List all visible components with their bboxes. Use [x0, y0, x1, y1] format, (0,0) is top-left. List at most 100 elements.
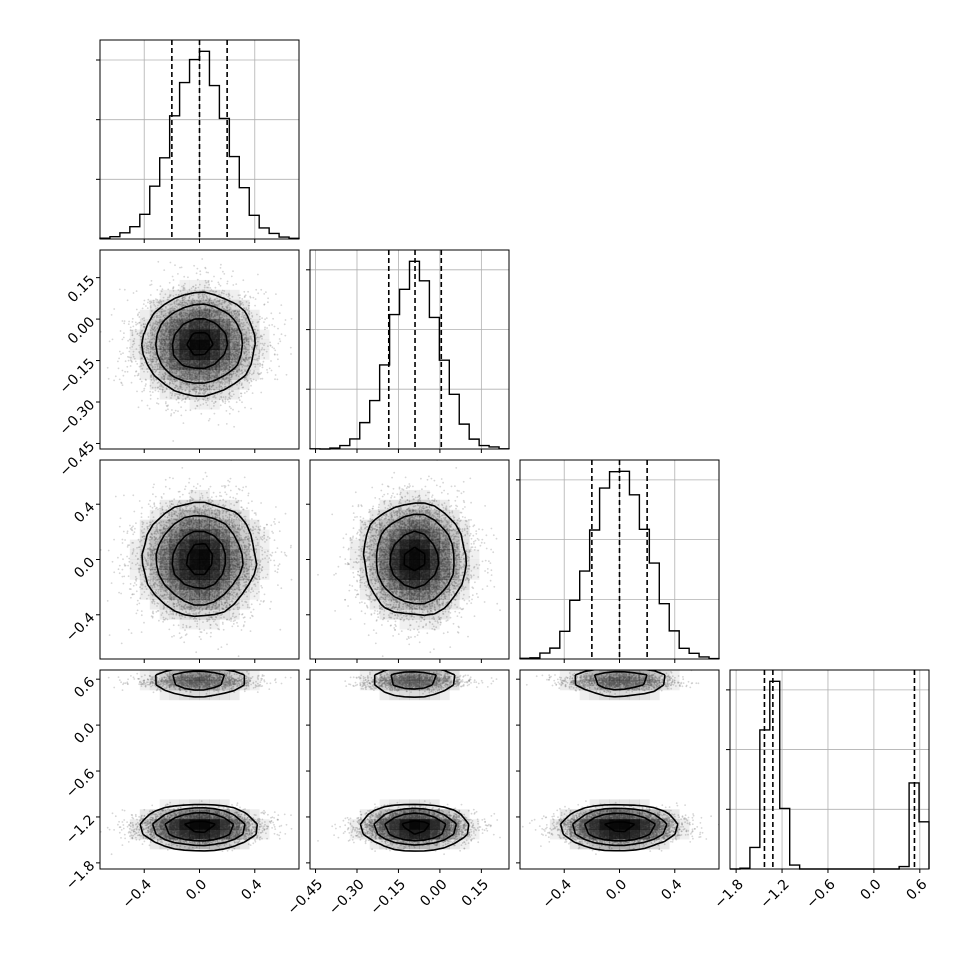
sample-point	[269, 341, 271, 344]
sample-point	[197, 376, 199, 379]
sample-point	[290, 317, 293, 320]
sample-point	[165, 344, 168, 347]
sample-point	[169, 327, 171, 329]
sample-point	[213, 303, 216, 305]
sample-point	[174, 317, 177, 319]
sample-point	[170, 310, 172, 313]
sample-point	[128, 320, 131, 323]
sample-point	[170, 376, 173, 378]
sample-point	[127, 339, 129, 342]
sample-point	[211, 310, 214, 313]
sample-point	[196, 313, 198, 316]
sample-point	[236, 331, 239, 334]
sample-point	[176, 368, 179, 371]
sample-point	[226, 280, 229, 283]
sample-point	[107, 377, 110, 380]
sample-point	[193, 387, 196, 390]
sample-point	[231, 328, 234, 330]
sample-point	[220, 291, 223, 294]
sample-point	[110, 314, 113, 316]
sample-point	[175, 393, 178, 395]
sample-point	[188, 313, 191, 315]
sample-point	[203, 389, 205, 392]
sample-point	[178, 317, 181, 320]
sample-point	[166, 347, 169, 350]
sample-point	[244, 370, 246, 373]
sample-point	[232, 364, 235, 367]
sample-point	[197, 300, 200, 303]
sample-point	[213, 376, 216, 379]
sample-point	[172, 287, 174, 290]
sample-point	[277, 358, 279, 361]
sample-point	[146, 404, 149, 407]
sample-point	[261, 366, 264, 369]
sample-point	[197, 386, 200, 389]
sample-point	[279, 340, 282, 343]
sample-point	[249, 377, 252, 380]
sample-point	[192, 371, 195, 374]
sample-point	[149, 398, 152, 400]
sample-point	[212, 290, 215, 293]
sample-point	[166, 321, 169, 324]
sample-point	[170, 321, 173, 324]
sample-point	[166, 351, 168, 354]
sample-point	[207, 313, 210, 316]
sample-point	[224, 361, 226, 364]
sample-point	[204, 307, 207, 310]
sample-point	[213, 370, 215, 373]
sample-point	[156, 316, 159, 319]
sample-point	[157, 403, 160, 405]
sample-point	[227, 323, 230, 326]
sample-point	[223, 383, 226, 385]
sample-point	[259, 315, 261, 318]
sample-point	[216, 297, 219, 299]
sample-point	[176, 319, 179, 321]
sample-point	[235, 316, 238, 318]
sample-point	[199, 384, 202, 386]
sample-point	[238, 348, 240, 350]
sample-point	[131, 332, 134, 334]
sample-point	[172, 325, 175, 328]
sample-point	[175, 316, 178, 318]
sample-point	[170, 316, 173, 319]
sample-point	[177, 313, 180, 316]
sample-point	[232, 408, 234, 411]
sample-point	[117, 360, 119, 363]
sample-point	[173, 365, 176, 368]
sample-point	[249, 296, 252, 299]
sample-point	[150, 379, 153, 381]
sample-point	[205, 314, 208, 316]
sample-point	[241, 298, 244, 300]
sample-point	[138, 321, 141, 324]
sample-point	[247, 338, 250, 341]
sample-point	[185, 382, 187, 385]
sample-point	[248, 357, 251, 359]
sample-point	[231, 353, 234, 356]
sample-point	[159, 356, 162, 359]
sample-point	[186, 317, 189, 320]
sample-point	[214, 374, 217, 376]
sample-point	[251, 346, 253, 349]
sample-point	[221, 361, 224, 364]
sample-point	[238, 344, 241, 347]
sample-point	[199, 369, 202, 372]
sample-point	[153, 335, 156, 337]
sample-point	[164, 349, 166, 351]
sample-point	[226, 367, 229, 370]
sample-point	[173, 372, 176, 375]
sample-point	[238, 396, 240, 399]
sample-point	[175, 398, 178, 401]
sample-point	[146, 345, 149, 348]
sample-point	[168, 366, 171, 368]
sample-point	[235, 357, 237, 360]
sample-point	[172, 364, 175, 367]
sample-point	[165, 359, 168, 362]
sample-point	[268, 367, 271, 370]
sample-point	[192, 285, 195, 288]
sample-point	[233, 356, 236, 359]
sample-point	[157, 368, 159, 370]
sample-point	[204, 379, 207, 382]
sample-point	[216, 300, 219, 302]
sample-point	[221, 320, 223, 323]
